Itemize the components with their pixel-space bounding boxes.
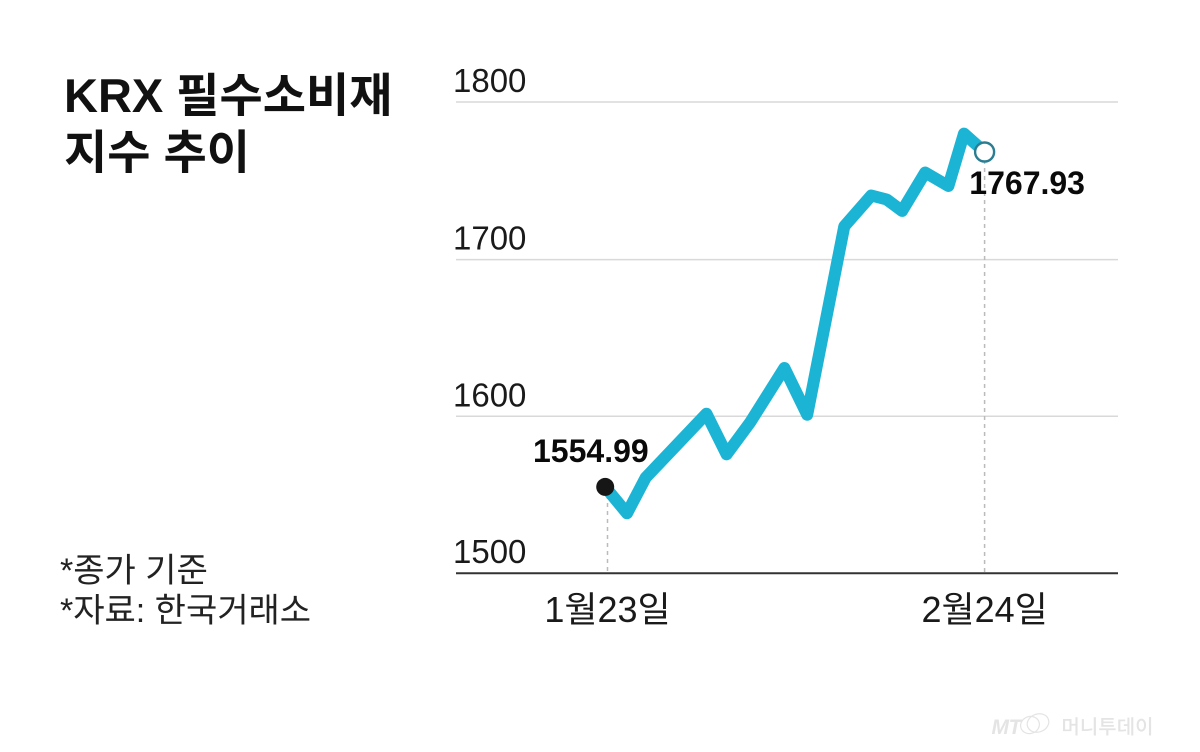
svg-text:머니투데이: 머니투데이 <box>1062 711 1154 740</box>
svg-text:MT: MT <box>992 716 1024 739</box>
